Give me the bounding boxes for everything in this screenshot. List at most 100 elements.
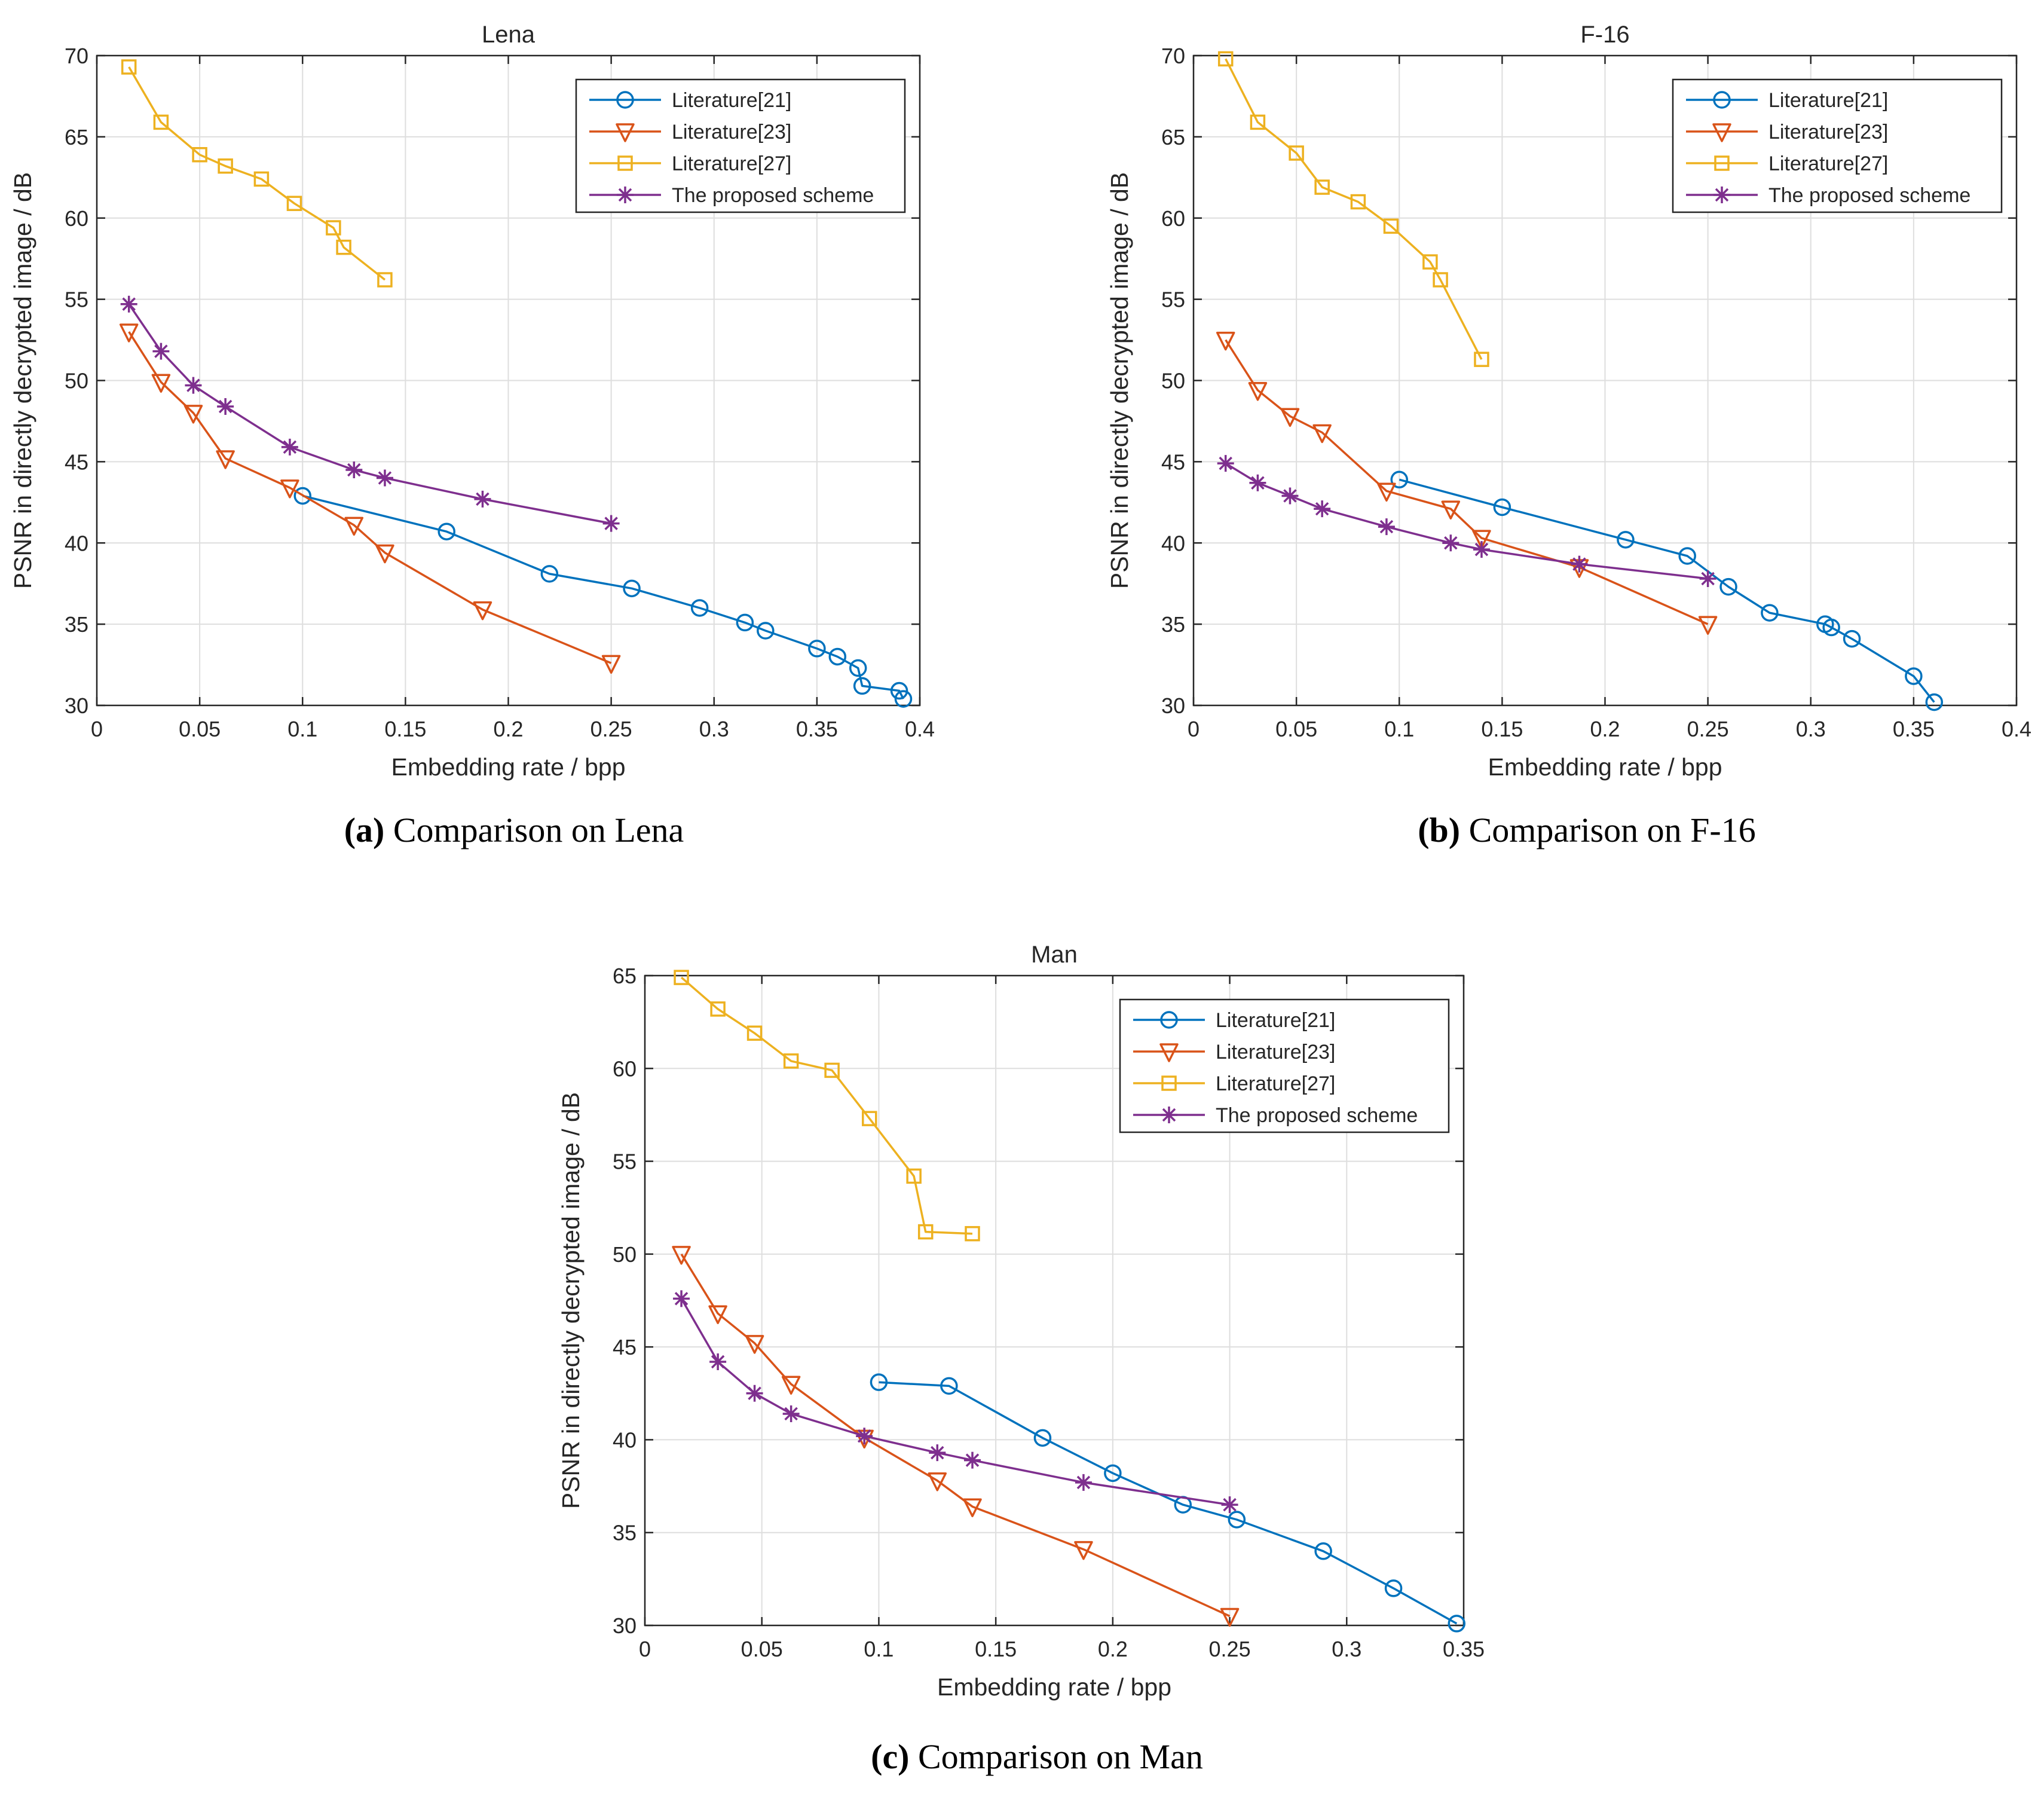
data-point-lit27-shape xyxy=(710,1001,726,1017)
data-point-proposed-shape xyxy=(185,377,202,394)
data-point-lit23-shape xyxy=(183,405,203,424)
legend-item: The proposed scheme xyxy=(589,184,874,207)
data-point-lit27 xyxy=(192,147,207,163)
legend-item: The proposed scheme xyxy=(1133,1104,1418,1127)
data-point-proposed-shape xyxy=(709,1353,727,1370)
data-point-lit21-shape xyxy=(1617,531,1635,549)
y-tick-label: 35 xyxy=(65,612,88,637)
data-point-lit23 xyxy=(344,516,364,536)
y-tick-label: 45 xyxy=(65,450,88,474)
data-point-proposed-shape xyxy=(376,469,393,487)
data-point-lit23-shape xyxy=(1074,1541,1093,1560)
legend-item: The proposed scheme xyxy=(1686,184,1970,207)
data-point-proposed xyxy=(1217,455,1234,472)
chart-title: Man xyxy=(1031,942,1078,968)
x-tick-label: 0 xyxy=(1188,717,1200,741)
data-point-lit23 xyxy=(928,1472,947,1492)
legend-label: Literature[27] xyxy=(672,152,791,175)
data-point-lit23-shape xyxy=(708,1305,727,1324)
data-point-lit23 xyxy=(1698,616,1718,635)
data-point-lit21-shape xyxy=(1104,1464,1122,1483)
data-point-lit21-shape xyxy=(870,1373,888,1391)
data-point-lit27-shape xyxy=(1350,194,1366,210)
data-point-proposed-shape xyxy=(217,398,234,415)
x-tick-label: 0.2 xyxy=(1590,717,1620,741)
data-point-proposed xyxy=(281,438,298,456)
y-tick-label: 60 xyxy=(65,206,88,231)
y-tick-label: 70 xyxy=(65,44,88,68)
x-tick-label: 0.1 xyxy=(287,717,317,741)
data-point-lit23-shape xyxy=(473,601,492,621)
data-point-lit27-shape xyxy=(326,220,341,236)
data-point-lit21 xyxy=(736,613,754,632)
data-point-proposed-shape xyxy=(1221,1496,1238,1514)
data-point-lit21 xyxy=(1822,618,1840,637)
data-point-lit27 xyxy=(153,114,169,130)
series-line-lit21 xyxy=(302,494,905,699)
data-point-lit21 xyxy=(890,681,908,700)
data-point-proposed-shape xyxy=(1249,474,1266,491)
data-point-lit21-shape xyxy=(890,681,908,700)
data-point-lit21-shape xyxy=(1678,547,1696,565)
data-point-proposed xyxy=(474,490,491,508)
legend-label: Literature[23] xyxy=(1768,121,1888,143)
data-point-lit21-shape xyxy=(690,599,709,617)
data-point-lit21 xyxy=(1925,693,1944,711)
data-point-proposed xyxy=(1699,570,1716,588)
x-tick-label: 0.15 xyxy=(384,717,426,741)
data-point-lit27 xyxy=(1383,218,1399,234)
data-point-lit23-shape xyxy=(216,450,235,469)
data-point-lit27-shape xyxy=(1383,218,1399,234)
y-tick-label: 50 xyxy=(1161,369,1185,393)
x-tick-label: 0.25 xyxy=(1209,1637,1251,1661)
data-point-lit23-shape xyxy=(781,1376,801,1395)
data-point-lit23-shape xyxy=(672,1246,691,1265)
data-point-lit23 xyxy=(1216,331,1235,351)
y-axis-label: PSNR in directly decrypted image / dB xyxy=(1106,172,1133,589)
data-point-lit23 xyxy=(119,323,139,343)
legend-marker xyxy=(616,91,634,109)
x-tick-label: 0.15 xyxy=(1481,717,1523,741)
data-point-lit21-shape xyxy=(1925,693,1944,711)
data-point-proposed-shape xyxy=(673,1290,690,1307)
series-lit27 xyxy=(674,970,980,1242)
y-tick-label: 30 xyxy=(65,693,88,718)
data-point-lit21-shape xyxy=(853,677,871,695)
data-point-lit21-shape xyxy=(849,659,867,677)
y-tick-label: 55 xyxy=(613,1150,637,1174)
series-group xyxy=(672,970,1466,1633)
series-lit21 xyxy=(293,487,913,708)
data-point-lit27 xyxy=(218,158,233,174)
data-point-lit23 xyxy=(1472,530,1491,549)
legend: Literature[21] Literature[23] Literature[2… xyxy=(1119,998,1450,1133)
data-point-lit23 xyxy=(280,479,299,499)
x-tick-label: 0.35 xyxy=(796,717,838,741)
legend-marker-shape xyxy=(1161,1075,1177,1091)
series-line-lit21 xyxy=(879,1381,1458,1625)
data-point-lit27-shape xyxy=(1250,114,1266,130)
legend-marker xyxy=(1713,187,1730,203)
data-point-lit23 xyxy=(1377,482,1396,502)
data-point-proposed-shape xyxy=(929,1444,946,1462)
x-tick-label: 0 xyxy=(91,717,103,741)
legend-marker xyxy=(617,155,633,171)
data-point-proposed-shape xyxy=(345,461,363,478)
y-tick-label: 40 xyxy=(65,531,88,555)
data-point-lit27-shape xyxy=(1422,254,1438,270)
data-point-proposed xyxy=(673,1290,690,1307)
data-point-lit27 xyxy=(710,1001,726,1017)
data-point-lit23-shape xyxy=(928,1472,947,1492)
legend-item: Literature[27] xyxy=(1686,152,1888,175)
x-axis-label: Embedding rate / bpp xyxy=(937,1673,1171,1701)
data-point-lit27 xyxy=(1350,194,1366,210)
x-tick-label: 0.05 xyxy=(1275,717,1317,741)
data-point-lit27 xyxy=(824,1062,840,1078)
data-point-lit21 xyxy=(1905,667,1923,685)
x-tick-label: 0.15 xyxy=(975,1637,1017,1661)
legend-label: Literature[23] xyxy=(672,121,791,143)
data-point-lit23 xyxy=(1441,500,1461,519)
legend-item: Literature[21] xyxy=(1133,1009,1335,1032)
data-point-lit23 xyxy=(963,1498,982,1517)
data-point-lit27 xyxy=(1250,114,1266,130)
data-point-lit21 xyxy=(808,640,826,658)
